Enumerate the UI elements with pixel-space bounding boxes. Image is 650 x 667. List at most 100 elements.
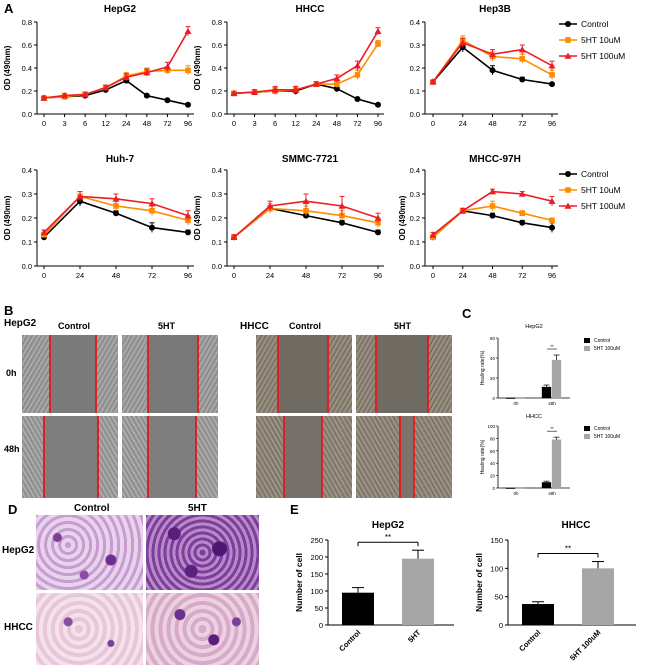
- invasion-image-hhcc-5ht: [146, 593, 259, 665]
- chart-hhcc-cell-number: 0 50 100 150 HHCC Number of cell Control 5HT 10…: [474, 520, 636, 662]
- y-tick-label: 150: [310, 570, 323, 579]
- b-condition-5ht-1: 5HT: [158, 321, 176, 331]
- d-cell-line-hepg2: HepG2: [2, 545, 35, 556]
- data-point: [149, 224, 155, 231]
- x-tick-label: Control: [337, 628, 362, 653]
- chart-title: HepG2: [525, 324, 542, 330]
- data-point: [374, 27, 382, 34]
- legend-label: 5HT 100uM: [594, 346, 620, 352]
- legend-marker: [565, 21, 571, 27]
- chart-title: HHCC: [296, 4, 325, 15]
- y-tick-label: 0.2: [410, 214, 420, 223]
- x-tick-label: 6: [273, 119, 277, 128]
- data-point: [549, 224, 555, 231]
- data-point: [459, 39, 467, 46]
- data-point: [519, 219, 526, 226]
- x-tick-label: 0: [232, 271, 236, 280]
- legend-marker: [564, 52, 572, 59]
- x-tick-label: 0: [42, 271, 46, 280]
- data-point: [185, 67, 191, 74]
- data-point: [61, 92, 69, 99]
- y-axis-label: Number of cell: [294, 553, 304, 612]
- invasion-image-hhcc-control: [36, 593, 143, 665]
- chart-mhcc97h-od: 0.0 0.1 0.2 0.3 0.4 0 24 48 72 96 MHCC-97H OD (490n…: [398, 154, 558, 280]
- bar: [515, 397, 526, 399]
- y-tick-label: 20: [490, 474, 496, 479]
- data-point: [148, 200, 156, 207]
- y-axis-label: OD (490nm): [193, 195, 202, 240]
- legend-marker: [564, 202, 572, 209]
- y-tick-label: 0: [499, 621, 503, 630]
- wound-image-hhcc-control-0h: [256, 335, 352, 413]
- chart-title: HepG2: [372, 520, 405, 531]
- data-point: [489, 50, 496, 57]
- y-tick-label: 0.0: [22, 262, 32, 271]
- chart-title: HHCC: [562, 520, 591, 531]
- y-tick-label: 0.6: [212, 41, 222, 50]
- y-tick-label: 60: [490, 336, 496, 341]
- y-tick-label: 0.3: [410, 41, 420, 50]
- wound-image-hepg2-5ht-48h: [122, 416, 218, 498]
- data-point: [459, 207, 467, 214]
- y-tick-label: 0.4: [22, 64, 32, 73]
- x-tick-label: 0h: [513, 401, 519, 406]
- y-tick-label: 50: [495, 593, 503, 602]
- y-tick-label: 40: [490, 356, 496, 361]
- bar: [582, 568, 614, 625]
- significance-label: **: [550, 344, 554, 349]
- x-tick-label: 96: [548, 271, 556, 280]
- y-tick-label: 0.4: [410, 18, 420, 27]
- chart-smmc7721-od: 0.0 0.1 0.2 0.3 0.4 0 24 48 72 96 SMMC-7721 OD (490…: [193, 154, 384, 280]
- chart-title: MHCC-97H: [469, 154, 521, 165]
- y-tick-label: 0.3: [212, 190, 222, 199]
- panel-letter-c: C: [462, 306, 472, 321]
- data-point: [40, 94, 48, 101]
- data-point: [143, 69, 151, 76]
- data-point: [375, 229, 381, 236]
- chart-huh7-od: 0.0 0.1 0.2 0.3 0.4 0 24 48 72 96 Huh-7 OD (490nm): [3, 154, 194, 280]
- y-tick-label: 100: [490, 564, 503, 573]
- x-tick-label: 48h: [548, 401, 556, 406]
- bar: [551, 439, 562, 489]
- y-tick-label: 0.0: [212, 110, 222, 119]
- b-condition-control-2: Control: [289, 321, 321, 331]
- data-point: [102, 84, 110, 91]
- legend-label: Control: [594, 338, 610, 344]
- x-tick-label: 24: [312, 119, 320, 128]
- data-point: [375, 101, 381, 108]
- significance-label: **: [550, 426, 554, 431]
- data-point: [185, 229, 191, 236]
- x-tick-label: 96: [374, 119, 382, 128]
- bar: [505, 487, 516, 489]
- data-point: [184, 212, 192, 219]
- legend-swatch: [584, 426, 590, 431]
- y-tick-label: 0.2: [212, 214, 222, 223]
- data-point: [519, 210, 526, 216]
- y-tick-label: 80: [490, 436, 496, 441]
- x-tick-label: 24: [266, 271, 274, 280]
- y-axis-label: OD (490nm): [193, 45, 202, 90]
- wound-image-hepg2-control-0h: [22, 335, 118, 413]
- wound-image-hhcc-control-48h: [256, 416, 352, 498]
- data-point: [353, 62, 361, 69]
- significance-label: **: [565, 545, 571, 554]
- d-cell-line-hhcc: HHCC: [4, 622, 33, 633]
- x-tick-label: 5HT 100uM: [568, 628, 602, 662]
- bar: [551, 359, 562, 399]
- data-point: [302, 197, 310, 204]
- x-tick-label: 24: [459, 119, 467, 128]
- data-point: [76, 192, 84, 200]
- data-point: [184, 27, 192, 34]
- wound-image-hepg2-control-48h: [22, 416, 118, 498]
- data-point: [40, 228, 48, 236]
- chart-title: HHCC: [526, 414, 542, 420]
- x-tick-label: 72: [518, 119, 526, 128]
- bar: [541, 482, 552, 489]
- chart-title: Huh-7: [106, 154, 135, 165]
- data-point: [271, 86, 279, 93]
- data-point: [266, 202, 274, 209]
- series-line: [43, 30, 189, 99]
- legend-marker: [565, 171, 571, 177]
- y-tick-label: 0.8: [22, 18, 32, 27]
